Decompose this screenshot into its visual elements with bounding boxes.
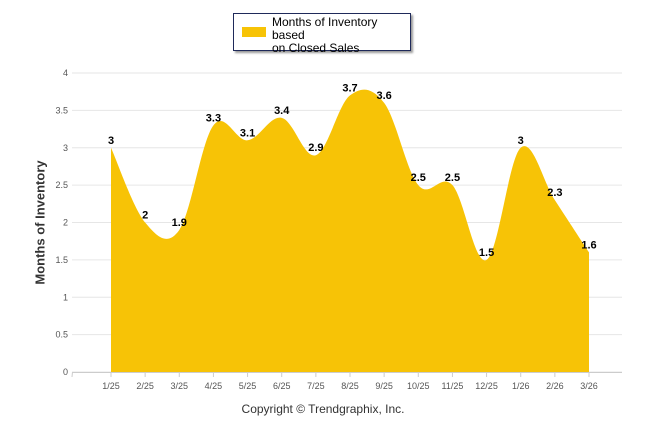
x-tick-label: 4/25 <box>205 381 223 391</box>
legend-swatch <box>242 27 266 37</box>
y-tick-label: 0.5 <box>55 330 68 340</box>
data-label: 2.5 <box>445 172 460 184</box>
y-tick-label: 4 <box>63 68 68 78</box>
x-tick-label: 9/25 <box>375 381 393 391</box>
y-tick-label: 3 <box>63 143 68 153</box>
data-label: 3 <box>518 135 524 147</box>
data-label: 3.4 <box>274 105 290 117</box>
x-tick-label: 1/26 <box>512 381 530 391</box>
data-label: 3.3 <box>206 112 221 124</box>
legend[interactable]: Months of Inventory based on Closed Sales <box>233 13 411 55</box>
y-tick-label: 2 <box>63 218 68 228</box>
copyright: Copyright © Trendgraphix, Inc. <box>241 402 405 416</box>
x-tick-label: 2/25 <box>136 381 154 391</box>
data-label: 1.5 <box>479 247 494 259</box>
area-series <box>111 89 589 372</box>
y-tick-label: 3.5 <box>55 105 68 115</box>
y-tick-label: 1 <box>63 292 68 302</box>
x-tick-label: 2/26 <box>546 381 564 391</box>
data-label: 2 <box>142 210 148 222</box>
data-label: 2.9 <box>308 142 323 154</box>
x-tick <box>71 371 73 378</box>
y-tick-label: 2.5 <box>55 180 68 190</box>
data-label: 3 <box>108 135 114 147</box>
x-tick-label: 11/25 <box>441 381 463 391</box>
data-label: 3.6 <box>376 90 391 102</box>
data-label: 2.5 <box>411 172 426 184</box>
data-label: 1.9 <box>172 217 187 229</box>
data-label: 3.7 <box>342 82 357 94</box>
x-tick-label: 10/25 <box>407 381 430 391</box>
x-tick-label: 12/25 <box>475 381 498 391</box>
x-tick-label: 5/25 <box>239 381 257 391</box>
x-tick-label: 3/26 <box>580 381 598 391</box>
x-tick-label: 7/25 <box>307 381 325 391</box>
y-tick-label: 1.5 <box>55 255 68 265</box>
x-tick-label: 3/25 <box>171 381 189 391</box>
data-label: 2.3 <box>547 187 562 199</box>
x-tick-label: 8/25 <box>341 381 359 391</box>
x-tick-label: 6/25 <box>273 381 291 391</box>
x-tick-label: 1/25 <box>102 381 120 391</box>
y-tick-label: 0 <box>63 367 68 377</box>
legend-label: Months of Inventory based on Closed Sales <box>272 15 378 55</box>
y-axis-title: Months of Inventory <box>32 160 48 285</box>
data-label: 1.6 <box>581 239 596 251</box>
data-label: 3.1 <box>240 127 255 139</box>
